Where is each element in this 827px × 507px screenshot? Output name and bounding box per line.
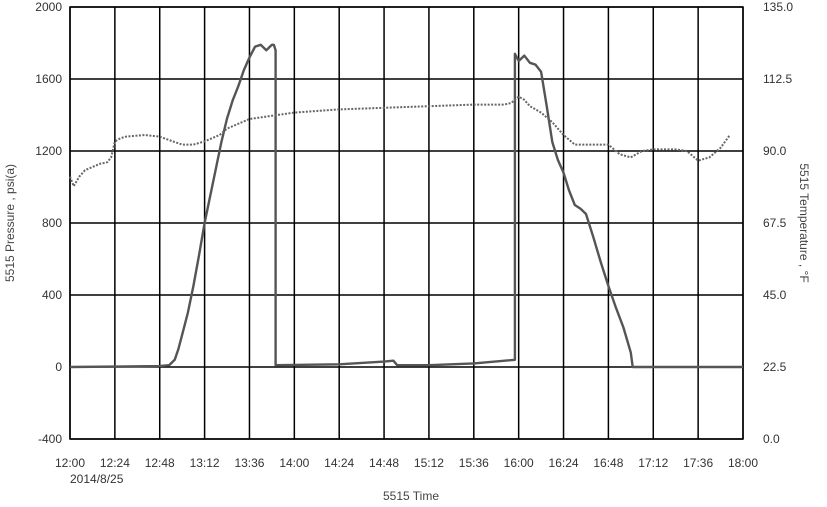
y-tick-label: 1600 — [35, 72, 62, 86]
x-tick-label: 12:24 — [100, 456, 130, 470]
x-tick-label: 13:12 — [190, 456, 220, 470]
x-tick-label: 14:24 — [324, 456, 354, 470]
series-group — [69, 43, 743, 369]
y-tick-label: 400 — [42, 288, 62, 302]
x-tick-label: 12:00 — [55, 456, 85, 470]
y-tick-label: 2000 — [35, 0, 62, 14]
x-tick-label: 12:48 — [145, 456, 175, 470]
y-tick-label: 0 — [55, 360, 62, 374]
x-axis-date-label: 2014/8/25 — [70, 472, 124, 486]
left-y-axis-title: 5515 Pressure , psi(a) — [3, 164, 17, 282]
x-tick-label: 17:12 — [638, 456, 668, 470]
grid — [69, 6, 744, 440]
y2-tick-label: 0.0 — [763, 432, 780, 446]
y-tick-label: 1200 — [35, 144, 62, 158]
right-y-axis-title: 5515 Temperature , °F — [797, 163, 811, 282]
y2-tick-label: 45.0 — [763, 288, 787, 302]
x-tick-label: 15:12 — [414, 456, 444, 470]
y2-tick-label: 22.5 — [763, 360, 787, 374]
x-axis-title: 5515 Time — [383, 489, 439, 503]
x-tick-label: 16:24 — [549, 456, 579, 470]
temperature-series-line — [69, 95, 731, 188]
y-tick-label: 800 — [42, 216, 62, 230]
x-tick-label: 16:48 — [593, 456, 623, 470]
pressure-series-line — [69, 43, 743, 369]
x-tick-label: 15:36 — [459, 456, 489, 470]
y2-tick-label: 90.0 — [763, 144, 787, 158]
y2-tick-label: 67.5 — [763, 216, 787, 230]
y-tick-label: -400 — [38, 432, 62, 446]
x-tick-label: 18:00 — [728, 456, 758, 470]
y2-tick-label: 135.0 — [763, 0, 793, 14]
x-tick-label: 14:00 — [279, 456, 309, 470]
y2-tick-label: 112.5 — [763, 72, 792, 86]
tick-labels: 2000 1600 1200 800 400 0 -400 135.0 112.5 90.0 67.… — [35, 0, 793, 470]
x-tick-label: 17:36 — [683, 456, 713, 470]
x-tick-label: 13:36 — [234, 456, 264, 470]
x-tick-label: 16:00 — [504, 456, 534, 470]
x-tick-label: 14:48 — [369, 456, 399, 470]
